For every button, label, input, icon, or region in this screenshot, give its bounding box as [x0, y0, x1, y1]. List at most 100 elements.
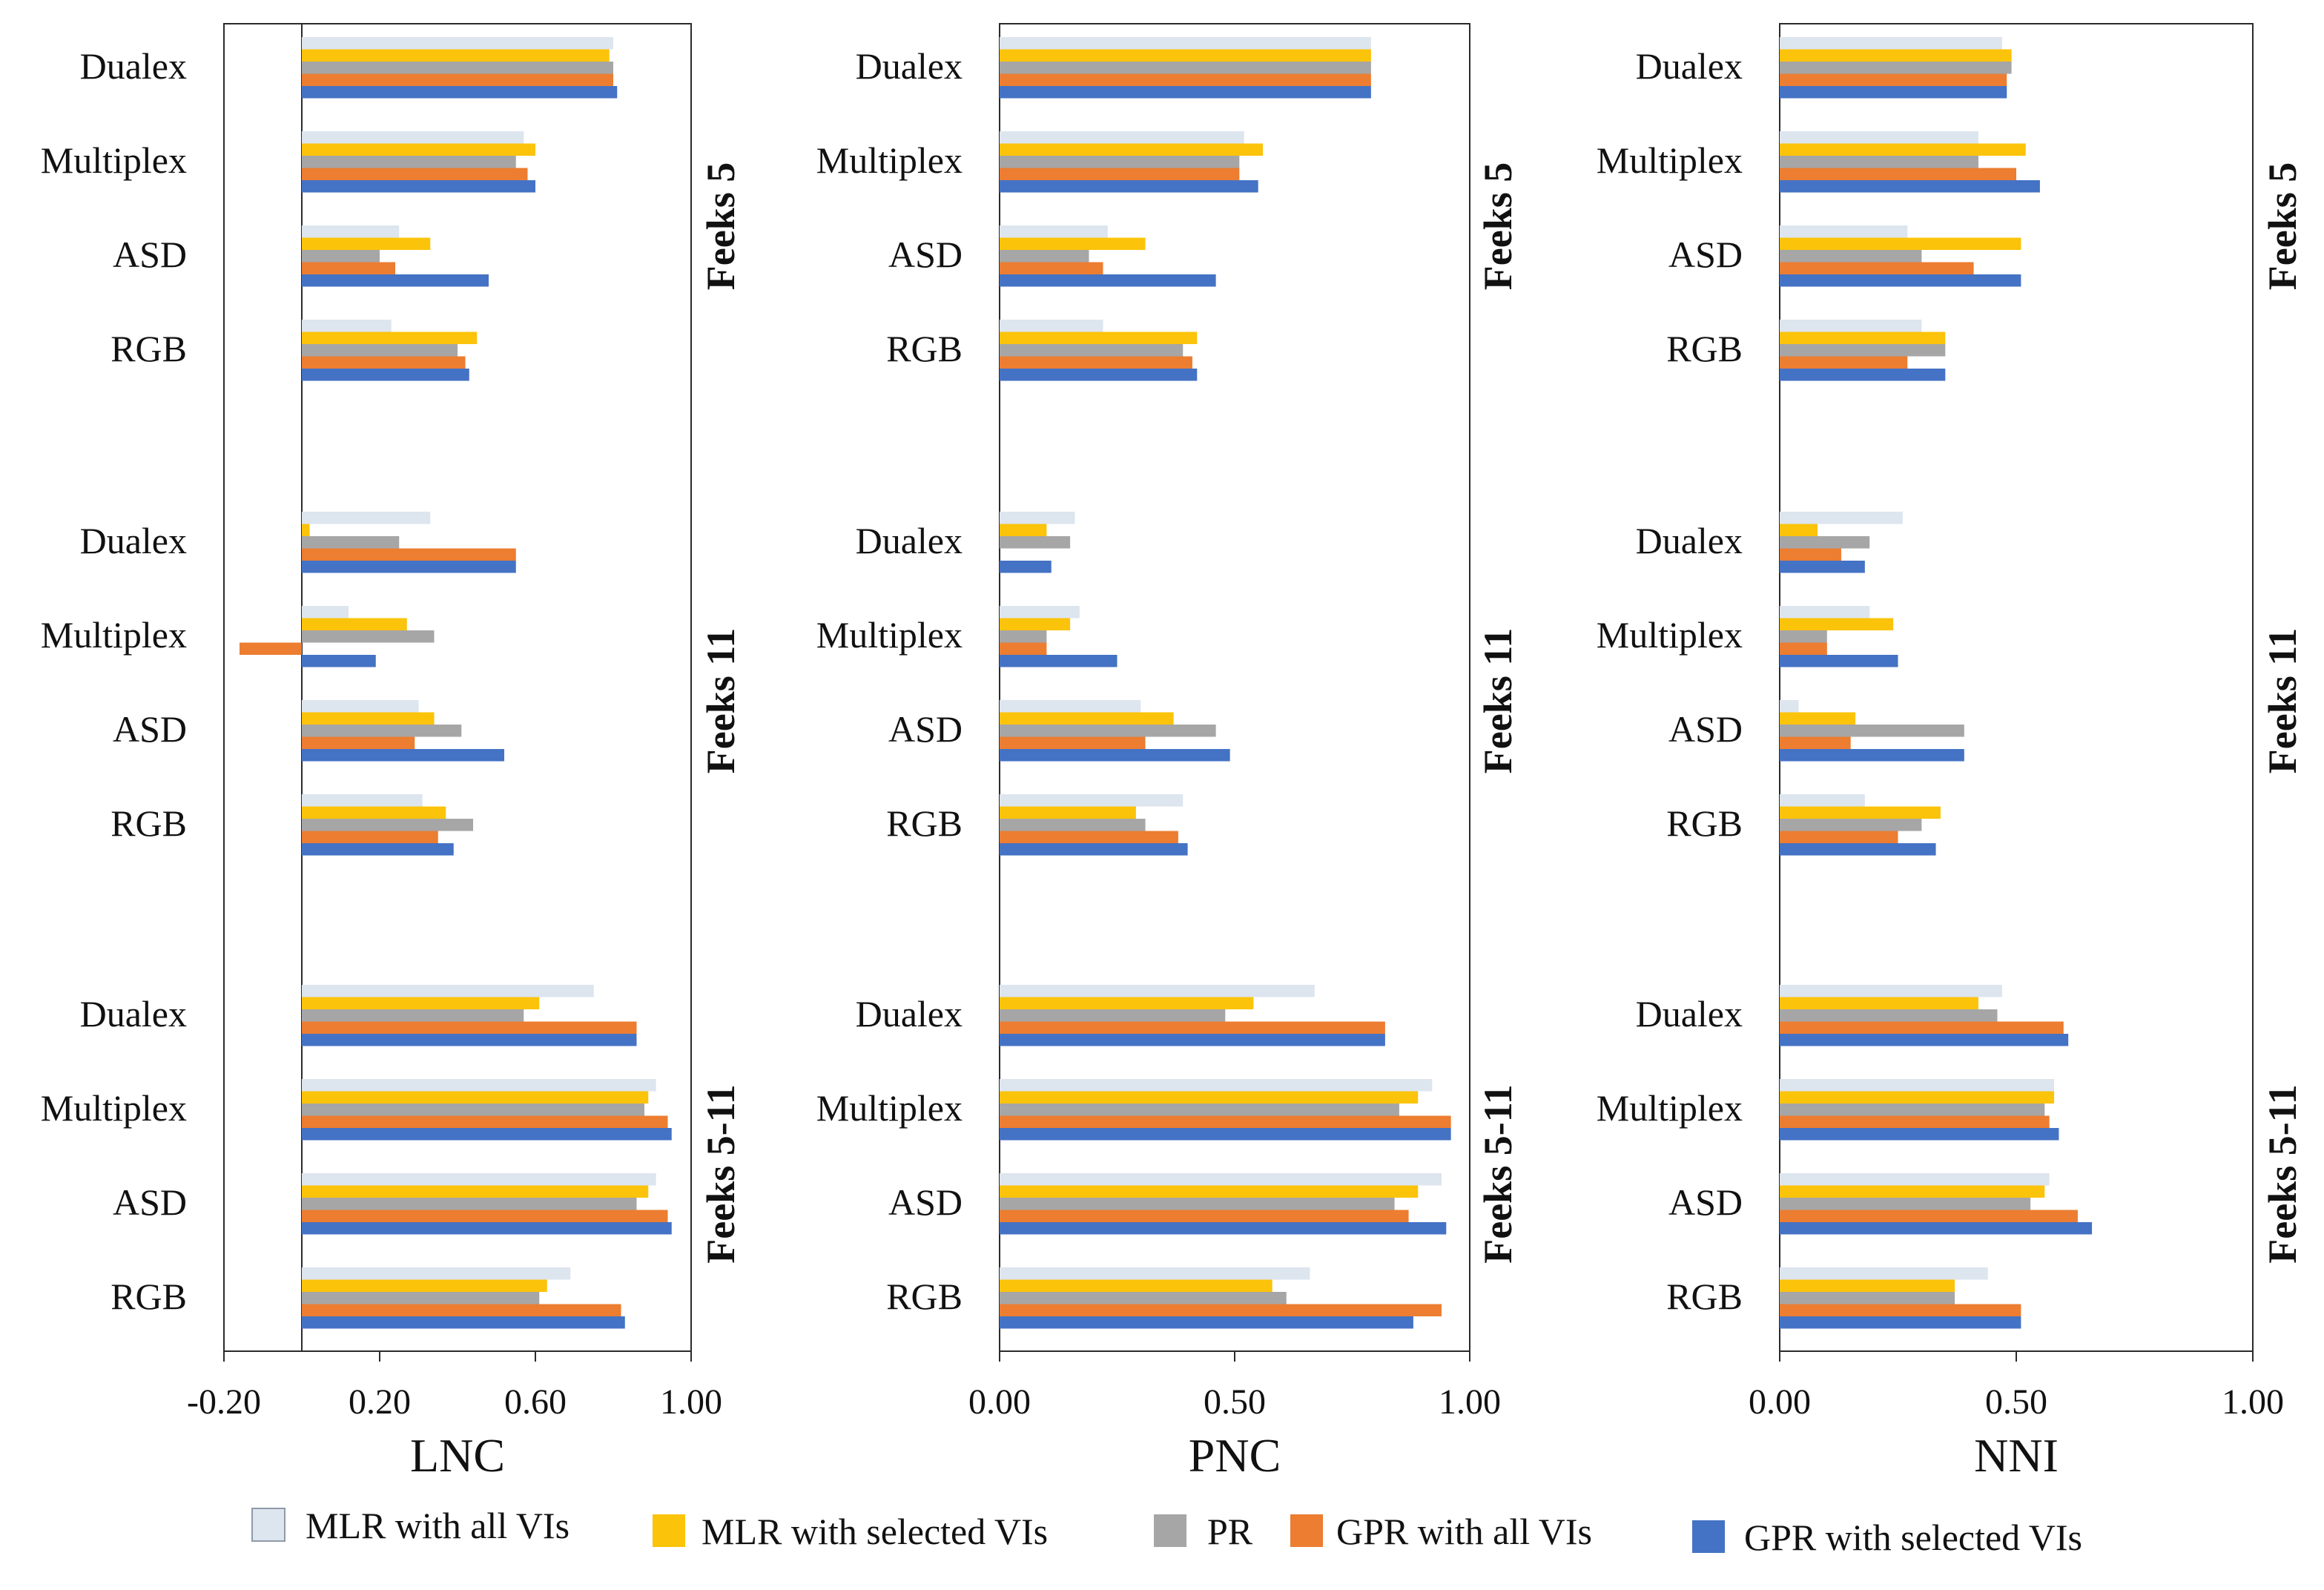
bar-gpr_all	[302, 1115, 668, 1128]
bar-mlr_all	[1780, 1267, 1988, 1280]
bar-mlr_all	[302, 37, 613, 50]
bar-gpr_sel	[1780, 1222, 2093, 1235]
bar-mlr_all	[302, 320, 392, 332]
bar-mlr_all	[1000, 985, 1315, 997]
bar-mlr_sel	[302, 237, 431, 250]
category-label: Dualex	[856, 45, 963, 87]
bar-gpr_all	[1000, 736, 1146, 749]
bar-gpr_sel	[302, 1034, 637, 1046]
legend-label-gpr_sel: GPR with selected VIs	[1744, 1517, 2082, 1558]
bar-gpr_sel	[1000, 655, 1118, 667]
bar-gpr_sel	[302, 843, 454, 856]
plot-area-frame	[223, 23, 692, 1352]
bar-gpr_all	[302, 168, 528, 180]
group-label: Feeks 5-11	[2260, 1084, 2305, 1263]
x-tick-label: 0.50	[1985, 1382, 2047, 1422]
bar-pr	[302, 1104, 644, 1116]
bar-mlr_all	[1780, 985, 2002, 997]
bar-pr	[1780, 156, 1978, 168]
category-label: RGB	[110, 1276, 187, 1317]
group-label: Feeks 5	[2260, 162, 2305, 290]
bar-mlr_all	[1000, 794, 1184, 807]
category-label: Dualex	[856, 520, 963, 561]
bar-mlr_sel	[302, 1185, 649, 1198]
bar-mlr_all	[1000, 1079, 1433, 1092]
bar-mlr_sel	[1780, 524, 1818, 536]
bar-pr	[302, 536, 400, 549]
bar-gpr_sel	[1000, 1316, 1413, 1329]
bar-pr	[1000, 1198, 1395, 1210]
bar-gpr_sel	[302, 369, 469, 381]
bar-gpr_all	[1000, 168, 1240, 180]
bar-pr	[1780, 344, 1946, 357]
group-label: Feeks 11	[1476, 628, 1520, 774]
bar-gpr_all	[302, 831, 438, 843]
bar-mlr_all	[1000, 225, 1108, 238]
bar-mlr_sel	[1000, 237, 1146, 250]
bar-mlr_sel	[1780, 49, 2012, 62]
bar-gpr_all	[1000, 262, 1103, 274]
bar-gpr_sel	[1780, 369, 1946, 381]
bar-mlr_sel	[1780, 331, 1946, 344]
bar-gpr_all	[1780, 642, 1827, 655]
plot-area-frame	[999, 23, 1470, 1352]
bar-gpr_sel	[1780, 86, 2007, 99]
bar-mlr_sel	[302, 806, 446, 819]
category-label: Multiplex	[1597, 614, 1743, 656]
x-axis-title: LNC	[410, 1429, 505, 1482]
bar-mlr_sel	[1780, 237, 2021, 250]
bar-gpr_sel	[302, 655, 376, 667]
bar-gpr_sel	[1780, 1128, 2059, 1141]
category-label: RGB	[110, 802, 187, 844]
bar-mlr_sel	[302, 524, 310, 536]
bar-pr	[1000, 344, 1184, 357]
bar-gpr_all	[240, 642, 302, 655]
bar-gpr_all	[302, 1210, 668, 1222]
bar-gpr_all	[1000, 1021, 1385, 1034]
bar-gpr_sel	[302, 1222, 672, 1235]
bar-mlr_sel	[1000, 806, 1136, 819]
bar-mlr_all	[302, 794, 423, 807]
bar-pr	[1000, 1292, 1287, 1304]
bar-pr	[1000, 819, 1146, 831]
category-label: Dualex	[80, 520, 187, 561]
x-axis-title: NNI	[1974, 1429, 2059, 1482]
bar-mlr_sel	[1780, 1091, 2055, 1104]
category-label: Dualex	[1636, 520, 1743, 561]
category-label: Multiplex	[816, 1087, 963, 1129]
x-tick-label: 1.00	[1439, 1382, 1501, 1422]
bar-gpr_all	[1000, 73, 1371, 86]
bar-gpr_all	[1780, 831, 1898, 843]
bar-mlr_sel	[1780, 806, 1941, 819]
bar-gpr_all	[1780, 736, 1851, 749]
bar-mlr_all	[302, 1079, 656, 1092]
bar-gpr_sel	[1780, 561, 1865, 573]
bar-gpr_all	[1000, 1304, 1442, 1316]
bar-gpr_all	[302, 73, 613, 86]
legend-label-mlr_sel: MLR with selected VIs	[702, 1511, 1048, 1552]
category-label: ASD	[1668, 234, 1743, 275]
bar-gpr_all	[1000, 1210, 1409, 1222]
bar-gpr_sel	[1000, 1128, 1451, 1141]
x-tick-label: 0.60	[504, 1382, 567, 1422]
bar-gpr_all	[1780, 1115, 2050, 1128]
bar-mlr_all	[1780, 1173, 2050, 1186]
category-label: RGB	[886, 328, 963, 369]
bar-mlr_sel	[1780, 997, 1978, 1009]
category-label: RGB	[110, 328, 187, 369]
bar-gpr_sel	[1780, 1034, 2069, 1046]
bar-pr	[302, 725, 462, 737]
bar-gpr_all	[1000, 831, 1178, 843]
legend-label-pr: PR	[1207, 1511, 1253, 1552]
bar-mlr_all	[1780, 131, 1978, 144]
bar-gpr_sel	[1780, 843, 1936, 856]
category-label: RGB	[1666, 802, 1743, 844]
bar-pr	[1780, 630, 1827, 643]
bar-gpr_all	[302, 1304, 621, 1316]
bar-pr	[1780, 725, 1964, 737]
bar-pr	[302, 1198, 637, 1210]
bar-gpr_all	[302, 1021, 637, 1034]
category-label: Dualex	[80, 45, 187, 87]
bar-mlr_sel	[1000, 331, 1198, 344]
category-label: Multiplex	[816, 139, 963, 181]
